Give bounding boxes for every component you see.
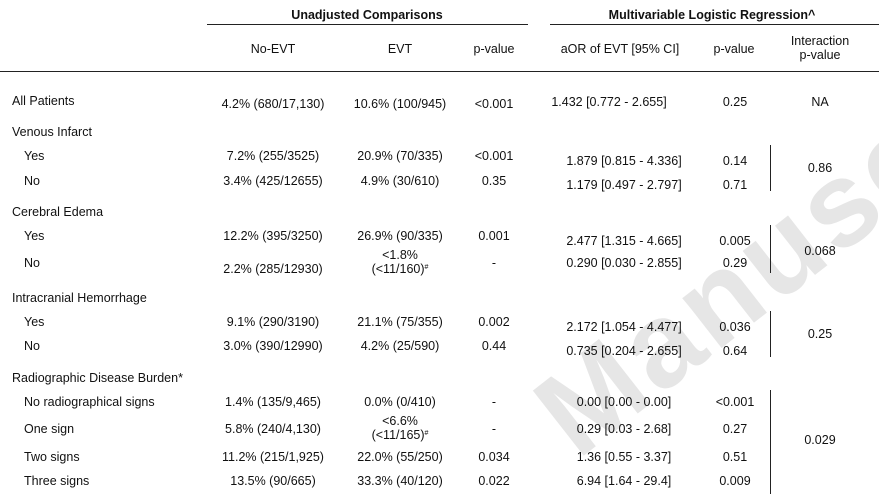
- cell-p-value: 0.44: [481, 339, 507, 353]
- cell-interaction-intracranial-hemorrhage: 0.25: [807, 327, 833, 341]
- cell-p-value: 0.022: [478, 474, 510, 488]
- cell-aor: 1.179 [0.497 - 2.797]: [566, 178, 682, 192]
- row-label: No radiographical signs: [24, 395, 155, 409]
- cell-p-value: 0.034: [478, 450, 510, 464]
- row-label: Yes: [24, 229, 45, 243]
- cell-p-value: <0.001: [474, 97, 514, 111]
- cell-aor: 1.879 [0.815 - 4.336]: [566, 154, 682, 168]
- row-label: Yes: [24, 149, 45, 163]
- col-header-interaction-2: p-value: [799, 48, 841, 62]
- col-header-evt: EVT: [387, 42, 413, 56]
- cell-no-evt: 1.4% (135/9,465): [225, 395, 321, 409]
- cell-p-value: 0.002: [478, 315, 510, 329]
- cell-aor: 0.00 [0.00 - 0.00]: [576, 395, 672, 409]
- cell-p-value-2: 0.64: [722, 344, 748, 358]
- row-label: No: [24, 174, 40, 188]
- cell-p-value-2: 0.14: [722, 154, 748, 168]
- cell-no-evt: 9.1% (290/3190): [226, 315, 320, 329]
- cell-aor: 1.36 [0.55 - 3.37]: [576, 450, 672, 464]
- row-label: All Patients: [12, 94, 75, 108]
- row-label: Two signs: [24, 450, 80, 464]
- cell-no-evt: 11.2% (215/1,925): [222, 450, 324, 464]
- cell-interaction: NA: [811, 95, 829, 109]
- cell-interaction-venous-infarct: 0.86: [807, 161, 833, 175]
- col-header-aor: aOR of EVT [95% CI]: [560, 42, 680, 56]
- cell-evt: 4.2% (25/590): [360, 339, 440, 353]
- header-multivariable-regression: Multivariable Logistic Regression^: [608, 8, 816, 22]
- cell-evt: 21.1% (75/355): [357, 315, 443, 329]
- col-header-p-value: p-value: [473, 42, 515, 56]
- cell-no-evt: 7.2% (255/3525): [226, 149, 320, 163]
- cell-evt: 20.9% (70/335): [357, 149, 443, 163]
- interaction-bracket: [770, 390, 771, 494]
- cell-interaction-cerebral-edema: 0.068: [804, 244, 836, 258]
- cell-evt: 4.9% (30/610): [360, 174, 440, 188]
- cell-p-value-2: 0.25: [722, 95, 748, 109]
- row-label: One sign: [24, 422, 75, 436]
- cell-aor: 0.290 [0.030 - 2.855]: [566, 256, 682, 270]
- cell-evt: 26.9% (90/335): [357, 229, 443, 243]
- interaction-bracket: [770, 225, 771, 273]
- cell-p-value-2: 0.005: [719, 234, 751, 248]
- cell-evt-line2: (<11/160)#: [371, 262, 429, 276]
- cell-p-value: 0.001: [478, 229, 510, 243]
- row-label: Three signs: [24, 474, 90, 488]
- interaction-bracket: [770, 311, 771, 357]
- cell-no-evt: 13.5% (90/665): [230, 474, 316, 488]
- cell-aor: 2.477 [1.315 - 4.665]: [566, 234, 682, 248]
- cell-p-value-2: 0.009: [719, 474, 751, 488]
- col-header-no-evt: No-EVT: [250, 42, 296, 56]
- cell-no-evt: 12.2% (395/3250): [223, 229, 323, 243]
- cell-p-value: -: [491, 256, 497, 270]
- header-rule-multivariable: [550, 24, 879, 25]
- row-label: Yes: [24, 315, 45, 329]
- group-label: Cerebral Edema: [12, 205, 104, 219]
- cell-p-value: -: [491, 422, 497, 436]
- cell-evt-line1: <6.6%: [382, 414, 418, 428]
- cell-p-value-2: 0.036: [719, 320, 751, 334]
- group-label: Intracranial Hemorrhage: [12, 291, 147, 305]
- header-unadjusted-comparisons: Unadjusted Comparisons: [291, 8, 443, 22]
- cell-aor: 0.735 [0.204 - 2.655]: [566, 344, 682, 358]
- cell-evt: 33.3% (40/120): [357, 474, 443, 488]
- cell-no-evt: 4.2% (680/17,130): [221, 97, 325, 111]
- cell-p-value-2: <0.001: [715, 395, 755, 409]
- cell-p-value: -: [491, 395, 497, 409]
- cell-p-value-2: 0.27: [722, 422, 748, 436]
- cell-interaction-radiographic-burden: 0.029: [804, 433, 836, 447]
- col-header-interaction-1: Interaction: [790, 34, 850, 48]
- group-label: Radiographic Disease Burden*: [12, 371, 183, 385]
- footnote-mark: #: [424, 264, 429, 271]
- cell-evt: 0.0% (0/410): [364, 395, 436, 409]
- group-label: Venous Infarct: [12, 125, 92, 139]
- cell-p-value: 0.35: [481, 174, 507, 188]
- row-label: No: [24, 339, 40, 353]
- cell-evt-line1: <1.8%: [382, 248, 418, 262]
- cell-evt-line2: (<11/165)#: [371, 428, 429, 442]
- interaction-bracket: [770, 145, 771, 191]
- row-label: No: [24, 256, 40, 270]
- cell-p-value: <0.001: [474, 149, 514, 163]
- cell-aor: 1.432 [0.772 - 2.655]: [551, 95, 667, 109]
- cell-p-value-2: 0.71: [722, 178, 748, 192]
- cell-no-evt: 2.2% (285/12930): [223, 262, 323, 276]
- cell-p-value-2: 0.51: [722, 450, 748, 464]
- cell-aor: 0.29 [0.03 - 2.68]: [576, 422, 672, 436]
- cell-evt: 10.6% (100/945): [353, 97, 447, 111]
- cell-no-evt: 3.0% (390/12990): [223, 339, 323, 353]
- cell-p-value-2: 0.29: [722, 256, 748, 270]
- footnote-mark: #: [424, 430, 429, 437]
- cell-no-evt: 5.8% (240/4,130): [225, 422, 321, 436]
- header-rule-unadjusted: [207, 24, 528, 25]
- cell-no-evt: 3.4% (425/12655): [223, 174, 323, 188]
- cell-aor: 6.94 [1.64 - 29.4]: [576, 474, 672, 488]
- header-bottom-rule: [0, 71, 879, 72]
- cell-evt: 22.0% (55/250): [357, 450, 443, 464]
- cell-aor: 2.172 [1.054 - 4.477]: [566, 320, 682, 334]
- col-header-p-value-2: p-value: [713, 42, 755, 56]
